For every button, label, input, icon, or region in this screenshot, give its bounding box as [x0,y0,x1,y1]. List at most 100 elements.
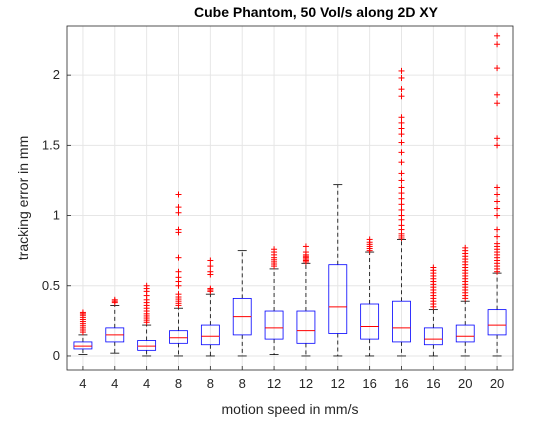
x-axis-ticks: 4 4 4 8 8 8 12 12 12 16 16 16 20 20 [79,366,504,391]
y-tick-label: 0.5 [42,278,60,293]
y-tick-label: 2 [53,67,60,82]
outlier-marker [207,285,214,292]
y-axis-ticks: 0 0.5 1 1.5 2 [42,67,71,363]
y-tick-label: 0 [53,348,60,363]
outlier-marker [175,268,182,275]
outlier-marker [398,149,405,156]
outlier-marker [398,222,405,229]
box-group [169,191,188,357]
outlier-marker [398,159,405,166]
outlier-marker [175,209,182,216]
box-group [360,236,380,357]
box-group [296,243,316,357]
outlier-marker [175,291,182,298]
box-group [455,244,475,357]
x-axis-label: motion speed in mm/s [222,401,359,417]
box-group [487,32,507,357]
outlier-marker [398,201,405,208]
x-tick-label: 20 [490,376,504,391]
outlier-marker [302,249,309,256]
outlier-marker [398,67,405,74]
outlier-marker [398,119,405,126]
box-group [328,184,348,357]
outlier-marker [398,212,405,219]
iqr-box [423,327,443,346]
boxes [73,32,507,357]
x-tick-label: 4 [143,376,150,391]
iqr-box [328,264,348,334]
x-tick-label: 20 [458,376,472,391]
grid [67,26,513,370]
outlier-marker [494,91,501,98]
iqr-box [200,324,220,346]
outlier-marker [175,191,182,198]
outlier-marker [398,170,405,177]
outlier-marker [494,135,501,142]
outlier-marker [398,131,405,138]
iqr-box [169,330,188,344]
iqr-box [264,310,284,340]
outlier-marker [398,74,405,81]
x-tick-label: 8 [175,376,182,391]
box-group [264,246,284,355]
outlier-marker [398,184,405,191]
x-tick-label: 4 [111,376,118,391]
x-tick-label: 8 [207,376,214,391]
outlier-marker [494,233,501,240]
outlier-marker [494,191,501,198]
iqr-box [455,324,475,343]
outlier-marker [111,296,118,303]
outlier-marker [175,204,182,211]
outlier-marker [302,243,309,250]
box-group [423,264,443,357]
outlier-marker [398,206,405,213]
box-group [137,282,157,357]
outlier-marker [494,212,501,219]
outlier-marker [494,198,501,205]
outlier-marker [494,65,501,72]
outlier-marker [494,240,501,247]
outlier-marker [398,93,405,100]
x-tick-label: 8 [239,376,246,391]
outlier-marker [398,177,405,184]
outlier-marker [462,244,469,251]
outlier-marker [430,264,437,271]
outlier-marker [398,190,405,197]
iqr-box [73,341,93,350]
chart-title: Cube Phantom, 50 Vol/s along 2D XY [194,4,439,20]
box-group [105,296,125,354]
x-tick-label: 12 [331,376,345,391]
y-tick-label: 1.5 [42,137,60,152]
x-tick-label: 16 [394,376,408,391]
x-tick-label: 16 [426,376,440,391]
outlier-marker [366,236,373,243]
box-group [392,67,411,357]
iqr-box [137,340,157,351]
axes-frame [66,25,514,371]
outlier-marker [494,32,501,39]
outlier-marker [143,282,150,289]
outlier-marker [398,114,405,121]
box-group [200,257,220,357]
y-axis-label: tracking error in mm [15,136,31,260]
outlier-marker [494,184,501,191]
x-tick-label: 4 [79,376,86,391]
x-tick-label: 16 [362,376,376,391]
y-tick-label: 1 [53,208,60,223]
outlier-marker [79,309,86,316]
outlier-marker [207,263,214,270]
outlier-marker [175,274,182,281]
outlier-marker [398,86,405,93]
outlier-marker [494,41,501,48]
outlier-marker [175,254,182,261]
iqr-box [392,300,411,343]
outlier-marker [494,226,501,233]
box-group [73,309,93,355]
outlier-marker [494,100,501,107]
outlier-marker [494,142,501,149]
box-group [232,250,252,357]
outlier-marker [494,205,501,212]
outlier-marker [175,226,182,233]
outlier-marker [398,139,405,146]
